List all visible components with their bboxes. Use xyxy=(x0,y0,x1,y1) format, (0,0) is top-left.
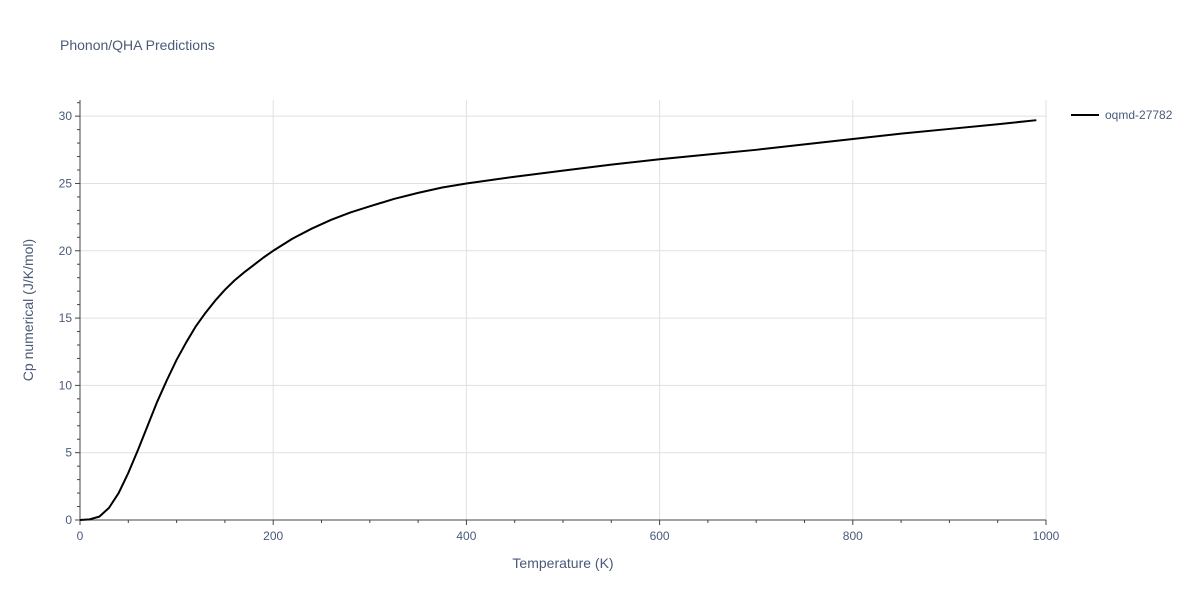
y-tick-label: 0 xyxy=(65,513,72,527)
y-tick-label: 10 xyxy=(59,378,73,392)
chart-title: Phonon/QHA Predictions xyxy=(60,37,215,53)
y-axis-label: Cp numerical (J/K/mol) xyxy=(20,239,36,381)
axes-layer xyxy=(75,100,1047,525)
y-tick-label: 15 xyxy=(59,311,73,325)
x-tick-label: 0 xyxy=(77,529,84,543)
y-tick-label: 25 xyxy=(59,176,73,190)
series-layer xyxy=(79,119,1037,521)
x-tick-label: 600 xyxy=(650,529,670,543)
ticks-layer: 0 200 400 600 800 1000 0 5 10 15 20 25 30 xyxy=(59,109,1060,543)
legend[interactable]: oqmd-27782 xyxy=(1071,108,1173,122)
legend-label: oqmd-27782 xyxy=(1105,108,1173,122)
grid-layer xyxy=(80,100,1047,520)
x-tick-label: 800 xyxy=(843,529,863,543)
y-tick-label: 20 xyxy=(59,244,73,258)
y-tick-label: 5 xyxy=(65,446,72,460)
series-line[interactable] xyxy=(79,119,1037,521)
x-axis-label: Temperature (K) xyxy=(512,555,613,571)
x-tick-label: 400 xyxy=(456,529,476,543)
x-tick-label: 1000 xyxy=(1033,529,1060,543)
x-tick-label: 200 xyxy=(263,529,283,543)
y-tick-label: 30 xyxy=(59,109,73,123)
